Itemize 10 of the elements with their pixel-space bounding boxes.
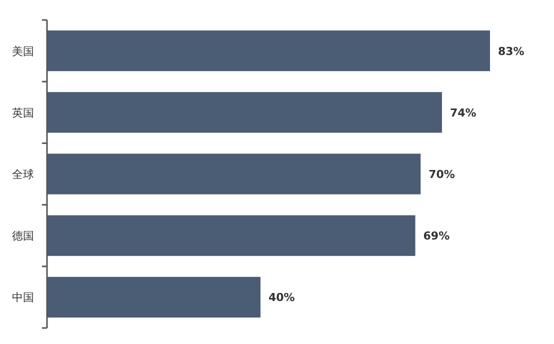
data-label: 74% bbox=[450, 106, 476, 120]
data-label: 69% bbox=[423, 230, 450, 243]
y-tick-label: 中国 bbox=[12, 291, 34, 304]
y-tick-label: 全球 bbox=[12, 168, 34, 181]
data-label: 70% bbox=[428, 168, 455, 181]
data-label: 83% bbox=[498, 44, 524, 58]
y-tick-label: 美国 bbox=[12, 44, 34, 58]
y-tick-label: 德国 bbox=[12, 230, 34, 243]
data-label: 40% bbox=[268, 291, 295, 304]
y-tick-label: 英国 bbox=[12, 106, 34, 120]
